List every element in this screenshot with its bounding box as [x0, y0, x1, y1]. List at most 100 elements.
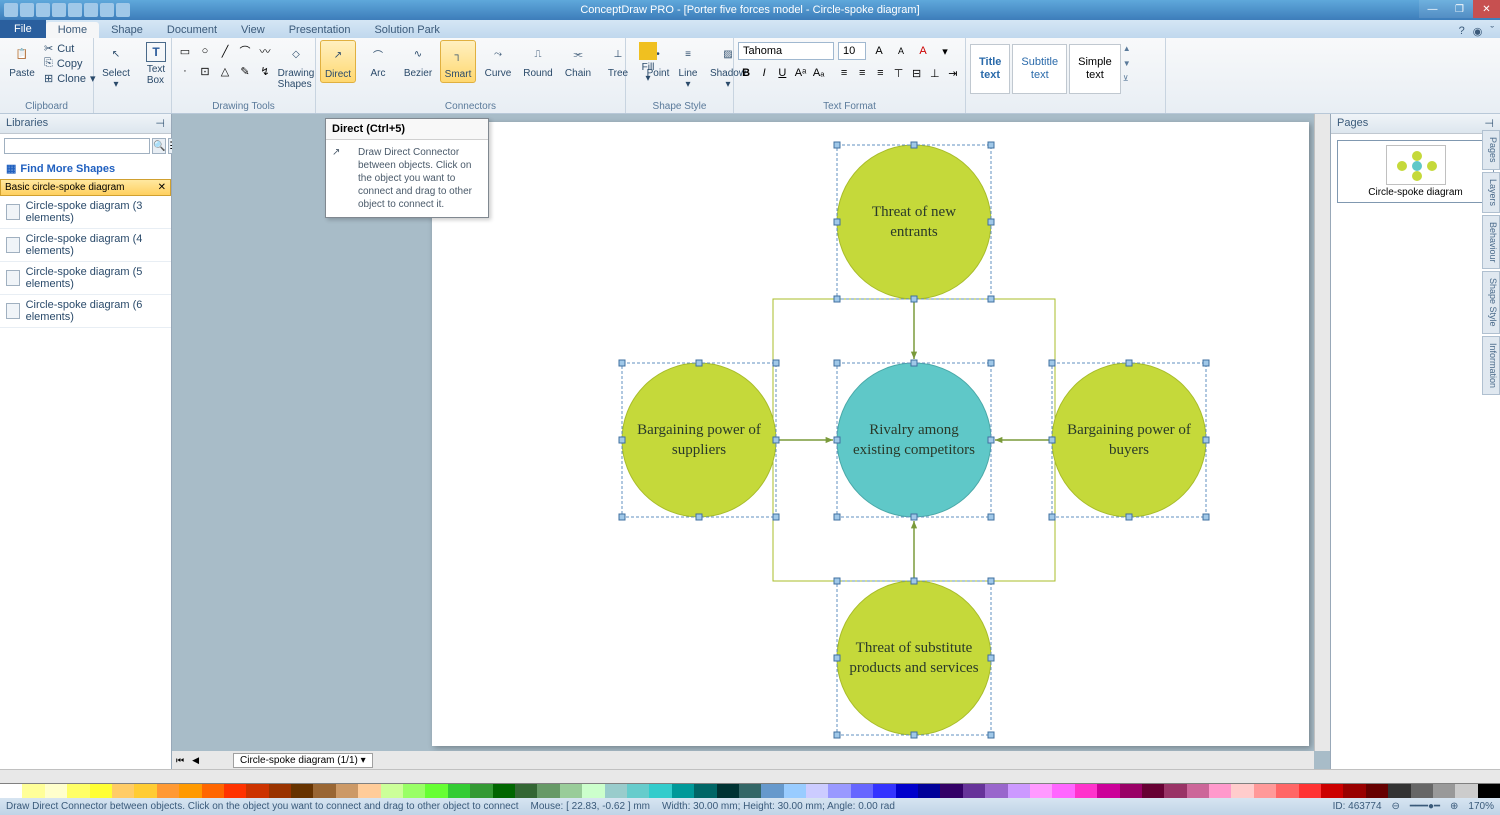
textbox-button[interactable]: TText Box [138, 40, 174, 88]
color-swatch[interactable] [269, 784, 291, 798]
color-swatch[interactable] [1120, 784, 1142, 798]
color-swatch[interactable] [1254, 784, 1276, 798]
select-button[interactable]: ↖Select▾ [98, 40, 134, 92]
align-mid-button[interactable]: ⊟ [909, 64, 925, 82]
color-swatch[interactable] [1343, 784, 1365, 798]
color-swatch[interactable] [313, 784, 335, 798]
maximize-button[interactable]: ❐ [1446, 0, 1473, 18]
color-swatch[interactable] [851, 784, 873, 798]
title-text-style[interactable]: Title text [970, 44, 1010, 94]
tab-view[interactable]: View [229, 22, 277, 38]
subtitle-text-style[interactable]: Subtitle text [1012, 44, 1067, 94]
color-swatch[interactable] [761, 784, 783, 798]
color-swatch[interactable] [717, 784, 739, 798]
color-swatch[interactable] [560, 784, 582, 798]
drawing-shapes-button[interactable]: ◇Drawing Shapes [278, 40, 314, 92]
color-swatch[interactable] [448, 784, 470, 798]
poly-tool[interactable]: △ [216, 62, 234, 80]
library-search-input[interactable] [4, 138, 150, 154]
arc-connector-button[interactable]: ⌒Arc [360, 40, 396, 81]
color-swatch[interactable] [1321, 784, 1343, 798]
color-swatch[interactable] [1052, 784, 1074, 798]
find-more-shapes[interactable]: ▦ Find More Shapes [0, 158, 171, 179]
tab-shape[interactable]: Shape [99, 22, 155, 38]
highlight-button[interactable]: ▾ [936, 42, 954, 60]
color-swatch[interactable] [45, 784, 67, 798]
color-swatch[interactable] [246, 784, 268, 798]
bezier-connector-button[interactable]: ∿Bezier [400, 40, 436, 81]
bottom-scrollbar[interactable] [0, 769, 1500, 783]
align-right-button[interactable]: ≡ [872, 64, 888, 82]
color-swatch[interactable] [784, 784, 806, 798]
minimize-button[interactable]: — [1419, 0, 1446, 18]
diagram-node-left[interactable]: Bargaining power of suppliers [622, 363, 776, 517]
zoom-in-icon[interactable]: ⊕ [1450, 801, 1458, 812]
style-down-icon[interactable]: ▼ [1123, 59, 1131, 68]
underline-button[interactable]: U [774, 64, 790, 82]
color-swatch[interactable] [940, 784, 962, 798]
color-swatch[interactable] [470, 784, 492, 798]
point-tool[interactable]: · [176, 62, 194, 80]
color-swatch[interactable] [202, 784, 224, 798]
align-left-button[interactable]: ≡ [836, 64, 852, 82]
vertical-scrollbar[interactable] [1314, 114, 1330, 751]
color-swatch[interactable] [134, 784, 156, 798]
diagram-node-center[interactable]: Rivalry among existing competitors [837, 363, 991, 517]
sheet-nav-prev-icon[interactable]: ◀ [188, 755, 203, 766]
qat-icon[interactable] [4, 3, 18, 17]
round-connector-button[interactable]: ⎍Round [520, 40, 556, 81]
search-icon[interactable]: 🔍 [152, 138, 166, 154]
simple-text-style[interactable]: Simple text [1069, 44, 1121, 94]
file-tab[interactable]: File [0, 20, 46, 38]
color-swatch[interactable] [1187, 784, 1209, 798]
direct-connector-button[interactable]: ↗Direct [320, 40, 356, 83]
color-swatch[interactable] [739, 784, 761, 798]
color-swatch[interactable] [627, 784, 649, 798]
pin-icon[interactable]: ⊣ [155, 117, 165, 130]
color-swatch[interactable] [1231, 784, 1253, 798]
line-tool[interactable]: ╱ [216, 42, 234, 60]
color-swatch[interactable] [918, 784, 940, 798]
qat-icon[interactable] [52, 3, 66, 17]
cut-button[interactable]: ✂ Cut [44, 42, 96, 55]
library-item[interactable]: Circle-spoke diagram (5 elements) [0, 262, 171, 295]
color-swatch[interactable] [605, 784, 627, 798]
copy-button[interactable]: ⎘ Copy [44, 57, 96, 70]
color-swatch[interactable] [90, 784, 112, 798]
style-more-icon[interactable]: ⊻ [1123, 74, 1131, 83]
color-swatch[interactable] [694, 784, 716, 798]
close-button[interactable]: ✕ [1473, 0, 1500, 18]
color-swatch[interactable] [67, 784, 89, 798]
align-center-button[interactable]: ≡ [854, 64, 870, 82]
color-swatch[interactable] [1455, 784, 1477, 798]
shrink-font-button[interactable]: A [892, 42, 910, 60]
font-family-combo[interactable] [738, 42, 834, 60]
color-swatch[interactable] [828, 784, 850, 798]
indent-button[interactable]: ⇥ [945, 64, 961, 82]
color-swatch[interactable] [1030, 784, 1052, 798]
color-swatch[interactable] [1008, 784, 1030, 798]
sheet-tab[interactable]: Circle-spoke diagram (1/1) ▾ [233, 753, 373, 768]
color-swatch[interactable] [291, 784, 313, 798]
qat-icon[interactable] [20, 3, 34, 17]
bold-button[interactable]: B [738, 64, 754, 82]
style-up-icon[interactable]: ▲ [1123, 44, 1131, 53]
side-tab-information[interactable]: Information [1482, 336, 1500, 395]
library-item[interactable]: Circle-spoke diagram (6 elements) [0, 295, 171, 328]
color-swatch[interactable] [1164, 784, 1186, 798]
diagram-node-bottom[interactable]: Threat of substitute products and servic… [837, 581, 991, 735]
color-swatch[interactable] [157, 784, 179, 798]
color-swatch[interactable] [179, 784, 201, 798]
font-size-combo[interactable] [838, 42, 866, 60]
color-swatch[interactable] [873, 784, 895, 798]
free-tool[interactable]: ✎ [236, 62, 254, 80]
align-bot-button[interactable]: ⊥ [927, 64, 943, 82]
line-button[interactable]: ≡Line▾ [670, 40, 706, 92]
color-swatch[interactable] [112, 784, 134, 798]
curve-connector-button[interactable]: ⤳Curve [480, 40, 516, 81]
color-swatch[interactable] [1366, 784, 1388, 798]
color-swatch[interactable] [1142, 784, 1164, 798]
color-swatch[interactable] [963, 784, 985, 798]
color-swatch[interactable] [224, 784, 246, 798]
color-swatch[interactable] [1433, 784, 1455, 798]
